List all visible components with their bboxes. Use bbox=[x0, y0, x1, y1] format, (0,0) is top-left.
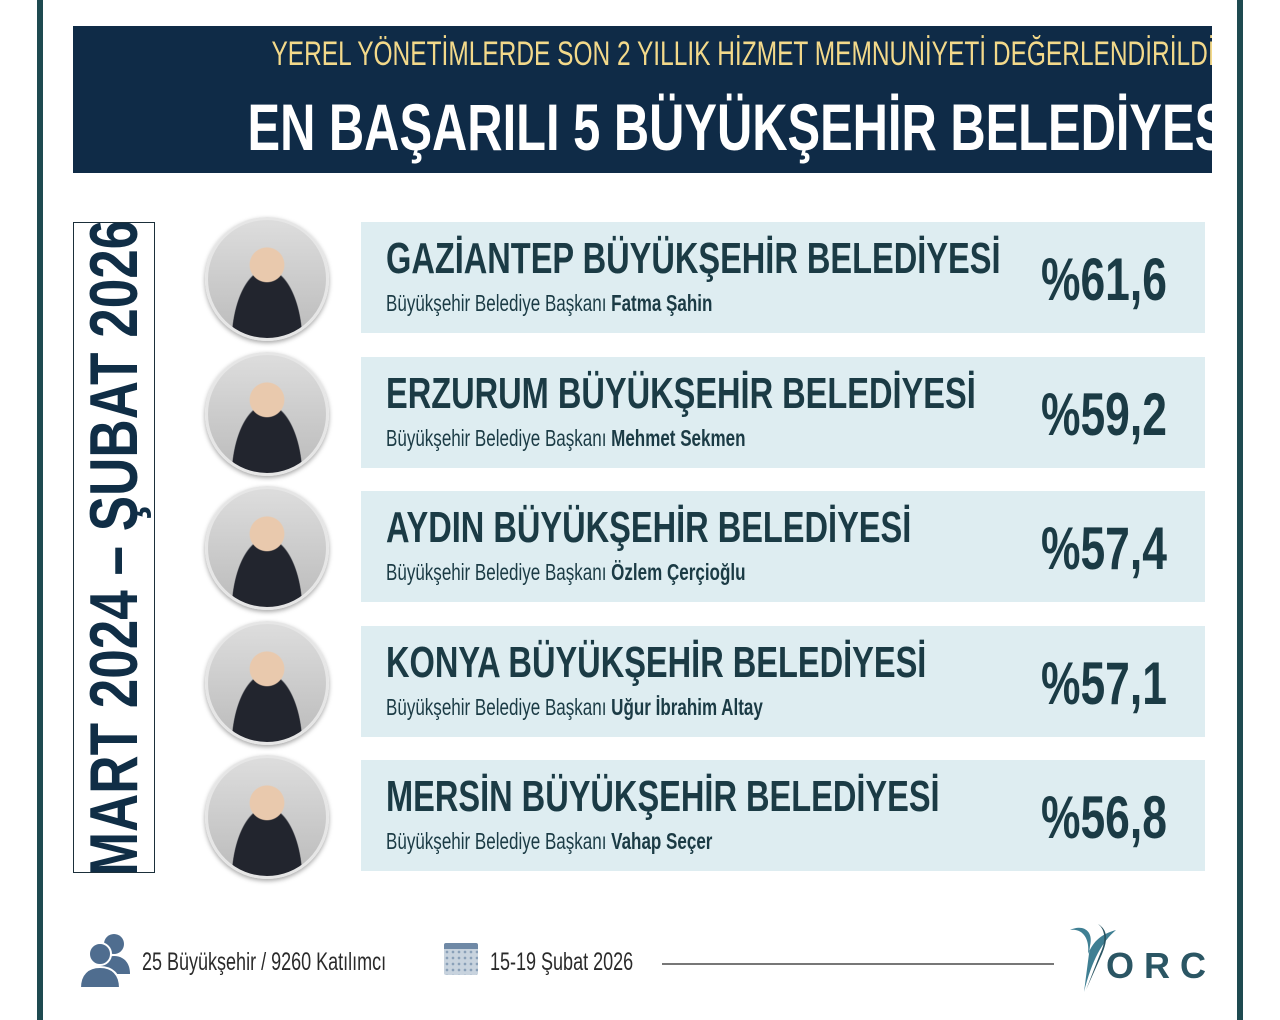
satisfaction-score: %56,8 bbox=[1041, 784, 1167, 851]
satisfaction-score: %57,4 bbox=[1041, 515, 1167, 582]
mayor-title: Büyükşehir Belediye Başkanı bbox=[386, 559, 607, 585]
municipality-name: AYDIN BÜYÜKŞEHİR BELEDİYESİ bbox=[386, 503, 912, 552]
period-box: MART 2024 – ŞUBAT 2026 bbox=[73, 222, 155, 873]
ranking-row: MERSİN BÜYÜKŞEHİR BELEDİYESİ Büyükşehir … bbox=[0, 755, 1280, 879]
municipality-name: ERZURUM BÜYÜKŞEHİR BELEDİYESİ bbox=[386, 369, 976, 418]
left-frame-border bbox=[37, 0, 43, 1020]
people-icon bbox=[78, 934, 130, 988]
ranking-card: KONYA BÜYÜKŞEHİR BELEDİYESİ Büyükşehir B… bbox=[361, 626, 1205, 737]
right-frame-border bbox=[1237, 0, 1243, 1020]
svg-text:ORC: ORC bbox=[1106, 945, 1206, 986]
ranking-card: GAZİANTEP BÜYÜKŞEHİR BELEDİYESİ Büyükşeh… bbox=[361, 222, 1205, 333]
satisfaction-score: %61,6 bbox=[1041, 246, 1167, 313]
mayor-title: Büyükşehir Belediye Başkanı bbox=[386, 828, 607, 854]
mayor-name: Özlem Çerçioğlu bbox=[611, 559, 746, 585]
ranking-card: AYDIN BÜYÜKŞEHİR BELEDİYESİ Büyükşehir B… bbox=[361, 491, 1205, 602]
ranking-card: MERSİN BÜYÜKŞEHİR BELEDİYESİ Büyükşehir … bbox=[361, 760, 1205, 871]
sample-info: 25 Büyükşehir / 9260 Katılımcı bbox=[142, 948, 387, 976]
footer: 25 Büyükşehir / 9260 Katılımcı 15-19 Şub… bbox=[0, 924, 1280, 995]
mayor-name: Fatma Şahin bbox=[611, 290, 713, 316]
mayor-photo bbox=[205, 352, 329, 476]
mayor-photo bbox=[205, 621, 329, 745]
mayor-name: Vahap Seçer bbox=[611, 828, 713, 854]
satisfaction-score: %59,2 bbox=[1041, 381, 1167, 448]
satisfaction-score: %57,1 bbox=[1041, 650, 1167, 717]
ranking-row: AYDIN BÜYÜKŞEHİR BELEDİYESİ Büyükşehir B… bbox=[0, 486, 1280, 610]
ranking-row: KONYA BÜYÜKŞEHİR BELEDİYESİ Büyükşehir B… bbox=[0, 621, 1280, 745]
ranking-row: GAZİANTEP BÜYÜKŞEHİR BELEDİYESİ Büyükşeh… bbox=[0, 217, 1280, 341]
calendar-icon bbox=[444, 943, 478, 975]
municipality-name: GAZİANTEP BÜYÜKŞEHİR BELEDİYESİ bbox=[386, 234, 1001, 283]
municipality-name: KONYA BÜYÜKŞEHİR BELEDİYESİ bbox=[386, 638, 927, 687]
mayor-title: Büyükşehir Belediye Başkanı bbox=[386, 425, 607, 451]
mayor-name: Uğur İbrahim Altay bbox=[611, 694, 763, 720]
mayor-title: Büyükşehir Belediye Başkanı bbox=[386, 290, 607, 316]
ranking-card: ERZURUM BÜYÜKŞEHİR BELEDİYESİ Büyükşehir… bbox=[361, 357, 1205, 468]
mayor-name: Mehmet Sekmen bbox=[611, 425, 746, 451]
mayor-title: Büyükşehir Belediye Başkanı bbox=[386, 694, 607, 720]
divider-line bbox=[662, 963, 1054, 965]
header-title: EN BAŞARILI 5 BÜYÜKŞEHİR BELEDİYESİ bbox=[247, 90, 1212, 164]
survey-dates: 15-19 Şubat 2026 bbox=[490, 948, 634, 976]
mayor-photo bbox=[205, 755, 329, 879]
orc-logo: ORC bbox=[1070, 924, 1206, 992]
header-subtitle: YEREL YÖNETİMLERDE SON 2 YILLIK HİZMET M… bbox=[271, 35, 1212, 73]
mayor-photo bbox=[205, 486, 329, 610]
ranking-row: ERZURUM BÜYÜKŞEHİR BELEDİYESİ Büyükşehir… bbox=[0, 352, 1280, 476]
mayor-photo bbox=[205, 217, 329, 341]
municipality-name: MERSİN BÜYÜKŞEHİR BELEDİYESİ bbox=[386, 772, 940, 821]
header-banner: YEREL YÖNETİMLERDE SON 2 YILLIK HİZMET M… bbox=[73, 26, 1212, 173]
